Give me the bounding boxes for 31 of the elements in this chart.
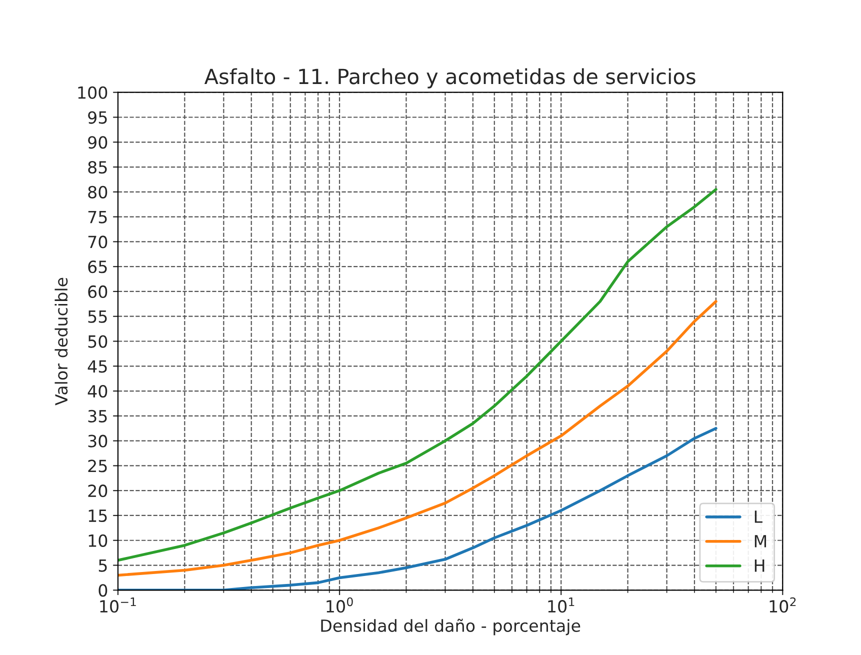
y-tick-label: 45: [88, 360, 107, 373]
y-tick-label: 70: [88, 236, 108, 248]
y-tick-label: 85: [88, 160, 107, 174]
y-tick-label: 55: [88, 310, 107, 323]
x-tick-label: 10$^{1}$: [548, 598, 574, 613]
legend-label: M: [754, 535, 766, 548]
y-tick-label: 100: [78, 86, 108, 99]
y-tick-label: 35: [88, 410, 107, 422]
y-tick-label: 40: [88, 384, 108, 398]
y-tick-label: 95: [88, 111, 107, 124]
y-tick-label: 30: [88, 434, 108, 448]
legend-label: L: [754, 510, 762, 523]
y-tick-label: 80: [88, 186, 108, 198]
y-tick-label: 50: [88, 335, 108, 348]
y-tick-label: 0: [98, 584, 108, 597]
y-tick-label: 5: [98, 559, 107, 572]
x-tick-label: 10$^{0}$: [326, 597, 353, 613]
chart-title: Asfalto - 11. Parcheo y acometidas de servicios: [204, 68, 696, 88]
legend-label: H: [754, 560, 764, 572]
y-tick-label: 20: [88, 484, 108, 498]
x-tick-label: 10$^{2}$: [770, 597, 796, 613]
y-tick-label: 75: [88, 210, 107, 224]
y-tick-label: 25: [88, 460, 107, 472]
y-tick-label: 65: [88, 260, 107, 274]
x-tick-label: 10$^{−1}$: [100, 598, 136, 613]
x-axis-title: Densidad del daño - porcentaje: [321, 618, 580, 636]
y-tick-label: 15: [88, 510, 107, 522]
y-tick-label: 10: [88, 534, 108, 547]
y-tick-label: 60: [88, 285, 108, 298]
y-axis-title: Valor deducible: [54, 278, 68, 406]
y-tick-label: 90: [88, 136, 108, 149]
